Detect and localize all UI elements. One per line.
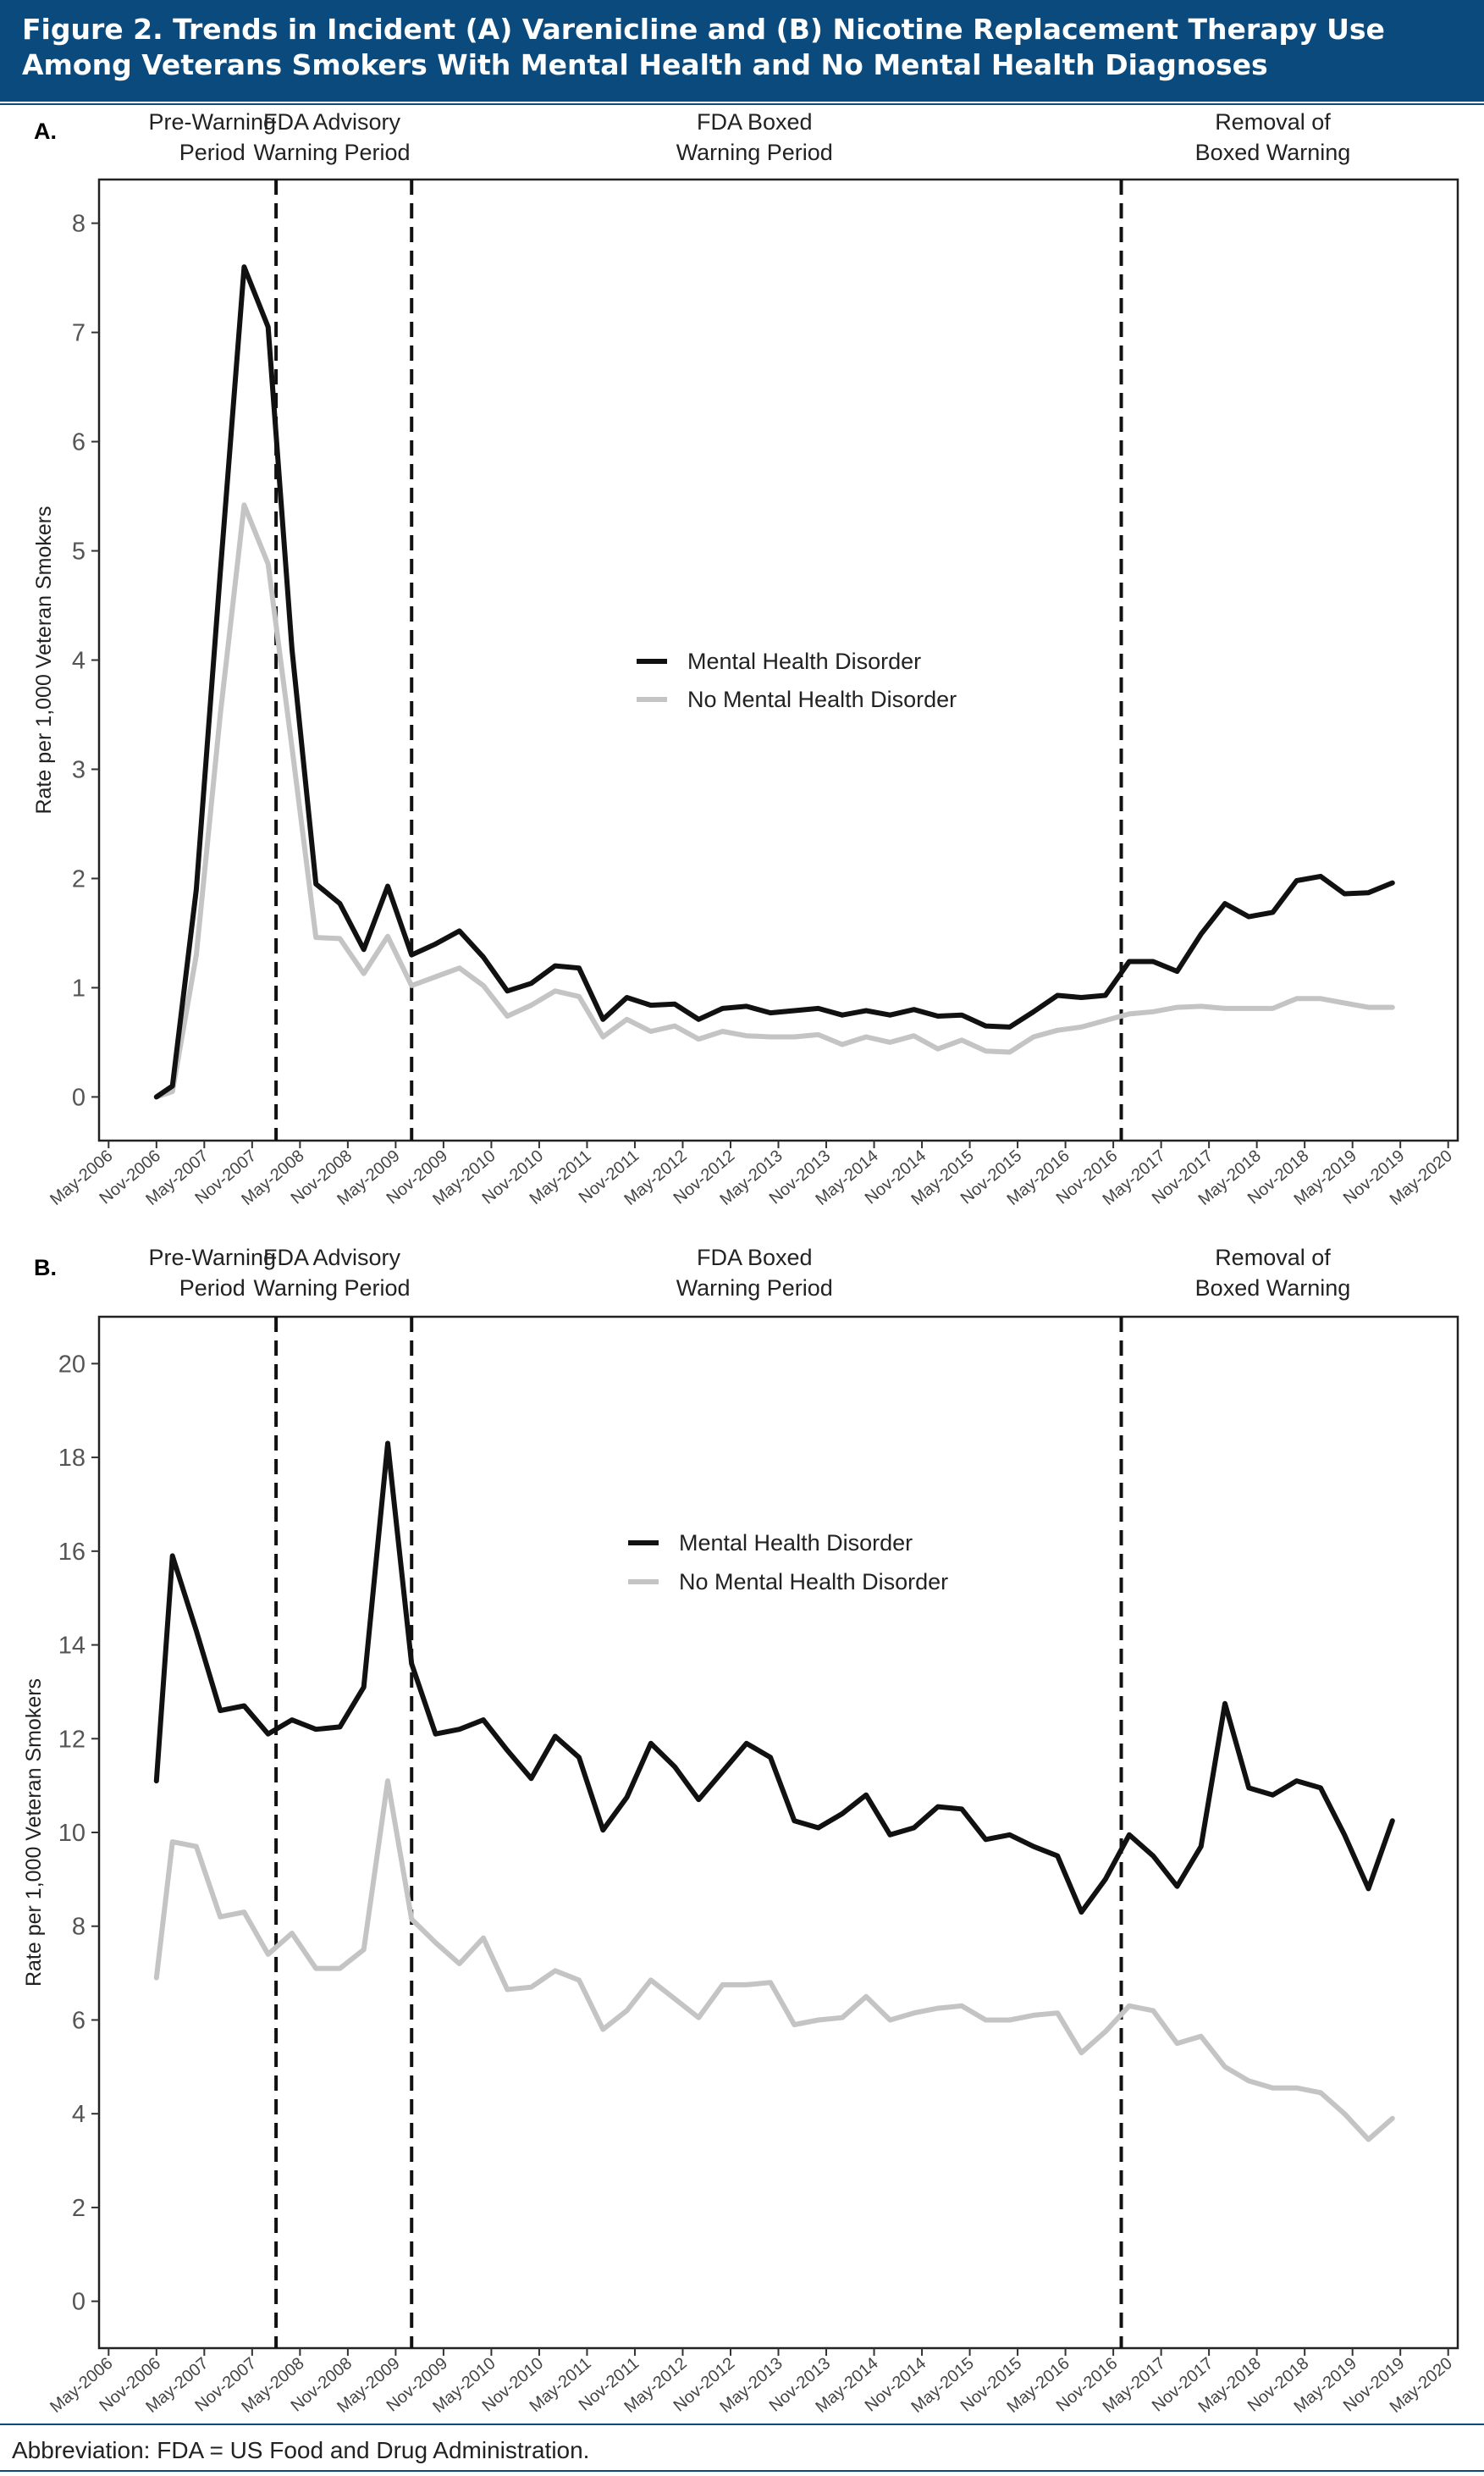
legend-label: Mental Health Disorder (679, 1530, 913, 1556)
y-tick-label: 2 (72, 2195, 86, 2222)
series-line-no-mental-health (153, 1778, 1395, 2142)
plot-frame (97, 1315, 1459, 2350)
y-axis-label: Rate per 1,000 Veteran Smokers (22, 1678, 46, 1987)
figure-title: Figure 2. Trends in Incident (A) Varenic… (0, 0, 1484, 102)
y-tick-label: 4 (72, 648, 86, 675)
period-label: FDA Advisory (263, 1245, 401, 1270)
y-tick-label: 12 (58, 1726, 86, 1753)
period-label: Warning Period (676, 1275, 833, 1301)
period-label: Warning Period (253, 140, 410, 165)
period-label: Pre-Warning (148, 1245, 276, 1270)
panel-label: A. (34, 119, 57, 144)
series-line-mental-health (153, 1440, 1395, 1915)
y-tick-label: 6 (72, 2007, 86, 2034)
y-tick-label: 16 (58, 1539, 86, 1566)
y-tick-label: 1 (72, 975, 86, 1002)
legend-label: No Mental Health Disorder (679, 1569, 948, 1594)
y-tick-label: 3 (72, 756, 86, 783)
period-label: Removal of (1215, 109, 1331, 135)
series-line-mental-health (153, 264, 1395, 1100)
legend-label: Mental Health Disorder (687, 649, 921, 674)
footnote: Abbreviation: FDA = US Food and Drug Adm… (12, 2437, 590, 2463)
period-label: Warning Period (253, 1275, 410, 1301)
y-tick-label: 8 (72, 211, 86, 238)
period-label: Warning Period (676, 140, 833, 165)
y-tick-label: 0 (72, 2289, 86, 2316)
y-tick-label: 7 (72, 320, 86, 347)
chart-panel-a: A. Pre-Warning Period FDA Advisory Warning P… (32, 109, 1459, 1209)
y-tick-label: 5 (72, 539, 86, 566)
period-label: Pre-Warning (148, 109, 276, 135)
period-label: FDA Advisory (263, 109, 401, 135)
y-tick-label: 14 (58, 1633, 86, 1660)
y-tick-label: 10 (58, 1820, 86, 1847)
header-rule (0, 103, 1484, 105)
period-label: Period (179, 1275, 245, 1301)
period-label: FDA Boxed (697, 1245, 813, 1270)
series-line-no-mental-health (153, 502, 1395, 1100)
period-label: Period (179, 140, 245, 165)
bottom-rule (0, 2470, 1484, 2472)
legend-label: No Mental Health Disorder (687, 687, 957, 712)
period-label: Boxed Warning (1195, 140, 1351, 165)
y-tick-label: 4 (72, 2101, 86, 2128)
footnote-rule (0, 2423, 1484, 2425)
period-label: Boxed Warning (1195, 1275, 1351, 1301)
y-tick-label: 8 (72, 1914, 86, 1941)
period-label: FDA Boxed (697, 109, 813, 135)
y-tick-label: 6 (72, 429, 86, 456)
period-label: Removal of (1215, 1245, 1331, 1270)
y-axis-label: Rate per 1,000 Veteran Smokers (32, 506, 56, 814)
y-tick-label: 2 (72, 865, 86, 893)
panel-label: B. (34, 1255, 57, 1280)
y-tick-label: 0 (72, 1084, 86, 1111)
chart-panel-b: B. Pre-Warning Period FDA Advisory Warning P… (22, 1245, 1459, 2417)
y-tick-label: 18 (58, 1445, 86, 1472)
y-tick-label: 20 (58, 1351, 86, 1378)
figure-charts: A. Pre-Warning Period FDA Advisory Warning P… (22, 109, 1459, 2417)
